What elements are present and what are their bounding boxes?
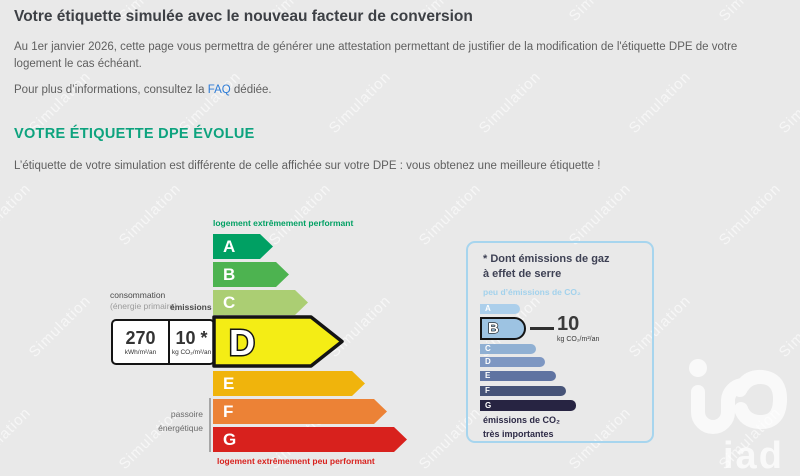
ges-low-emissions-label: peu d’émissions de CO₂ — [483, 287, 581, 297]
dpe-bar-e: E — [213, 371, 365, 396]
ges-grade-f: F — [485, 386, 490, 395]
dpe-bottom-label: logement extrêmement peu performant — [217, 456, 375, 466]
watermark-text: Simulation — [715, 180, 785, 249]
page-title: Votre étiquette simulée avec le nouveau … — [14, 8, 473, 25]
section-text: L’étiquette de votre simulation est diff… — [14, 160, 601, 172]
co2-value: 10 * — [175, 328, 208, 348]
energy-sieve-label-line2: énergétique — [158, 423, 203, 433]
energy-sieve-label-line1: passoire — [170, 409, 203, 419]
energy-unit: kWh/m²/an — [124, 349, 157, 356]
dpe-value-box: 270 kWh/m²/an 10 * kg CO₂/m²/an — [111, 319, 215, 365]
dpe-bar-a: A — [213, 234, 273, 259]
dpe-bar-f: F — [213, 399, 387, 424]
dpe-current-grade-arrow: D — [212, 315, 344, 368]
ges-value-unit: kg CO₂/m²/an — [557, 336, 600, 343]
dpe-bar-g: G — [213, 427, 407, 452]
dpe-grade-a: A — [223, 237, 236, 256]
co2-value-cell: 10 * kg CO₂/m²/an — [168, 321, 213, 363]
watermark-text: Simulation — [415, 180, 485, 249]
ges-bar-f: F — [480, 386, 566, 396]
ges-grade-e: E — [485, 371, 491, 380]
dpe-grade-b: B — [223, 265, 236, 284]
dpe-grade-e: E — [223, 374, 235, 393]
faq-link[interactable]: FAQ — [207, 84, 231, 96]
energy-value: 270 — [125, 328, 156, 348]
watermark-text: Simulation — [775, 68, 800, 137]
energy-sieve-bracket — [209, 398, 211, 452]
watermark-text: Simulation — [325, 68, 395, 137]
energy-value-cell: 270 kWh/m²/an — [113, 321, 168, 363]
ges-bar-g: G — [480, 400, 576, 411]
emissions-label: émissions — [170, 302, 212, 312]
iad-logo-text: iad — [723, 435, 784, 476]
dpe-top-label: logement extrêmement performant — [213, 218, 354, 228]
ges-high-emissions-line1: émissions de CO₂ — [483, 415, 561, 425]
ges-grade-g: G — [485, 401, 492, 410]
ges-bar-e: E — [480, 371, 556, 381]
ges-bar-a: A — [480, 304, 520, 314]
ges-grade-a: A — [485, 304, 491, 313]
watermark-text: Simulation — [565, 180, 635, 249]
ges-current-grade-bubble: B — [480, 317, 526, 340]
consumption-sublabel: (énergie primaire) — [110, 301, 178, 311]
intro-paragraph: Au 1er janvier 2026, cette page vous per… — [14, 41, 738, 70]
watermark-text: Simulation — [716, 0, 785, 25]
co2-unit: kg CO₂/m²/an — [171, 349, 212, 356]
ges-high-emissions-line2: très importantes — [483, 429, 554, 439]
ges-pointer-dash — [530, 327, 554, 330]
ges-grade-c: C — [485, 344, 491, 353]
dpe-bar-c: C — [213, 290, 308, 315]
ges-bar-c: C — [480, 344, 536, 354]
ges-panel: * Dont émissions de gaz à effet de serre… — [466, 241, 654, 443]
ges-grade-d: D — [485, 357, 491, 366]
watermark-text: Simulation — [0, 180, 35, 249]
ges-current-grade-letter: B — [487, 319, 499, 337]
dpe-grade-f: F — [223, 402, 234, 421]
iad-logo: iad — [689, 359, 788, 476]
watermark-text: Simulation — [25, 292, 95, 361]
watermark-text: Simulation — [625, 68, 695, 137]
ges-title-line2: à effet de serre — [483, 268, 562, 280]
dpe-grade-c: C — [223, 293, 236, 312]
consumption-label: consommation — [110, 290, 166, 300]
dpe-bar-b: B — [213, 262, 289, 287]
section-heading: VOTRE ÉTIQUETTE DPE ÉVOLUE — [14, 126, 255, 142]
faq-suffix: dédiée. — [230, 84, 272, 96]
ges-bar-d: D — [480, 357, 545, 367]
ges-value: 10 — [557, 313, 580, 335]
ges-title-line1: * Dont émissions de gaz — [483, 253, 610, 265]
dpe-grade-g: G — [223, 430, 237, 449]
watermark-text: Simulation — [0, 404, 35, 473]
watermark-text: Simulation — [566, 0, 635, 25]
iad-logo-glyph — [689, 359, 788, 434]
watermark-text: Simulation — [115, 180, 185, 249]
watermark-text: Simulation — [475, 68, 545, 137]
watermark-text: Simulation — [265, 180, 335, 249]
faq-prefix: Pour plus d’informations, consultez la — [14, 84, 208, 96]
dpe-current-grade-letter: D — [229, 322, 255, 363]
faq-paragraph: Pour plus d’informations, consultez la F… — [14, 84, 272, 96]
